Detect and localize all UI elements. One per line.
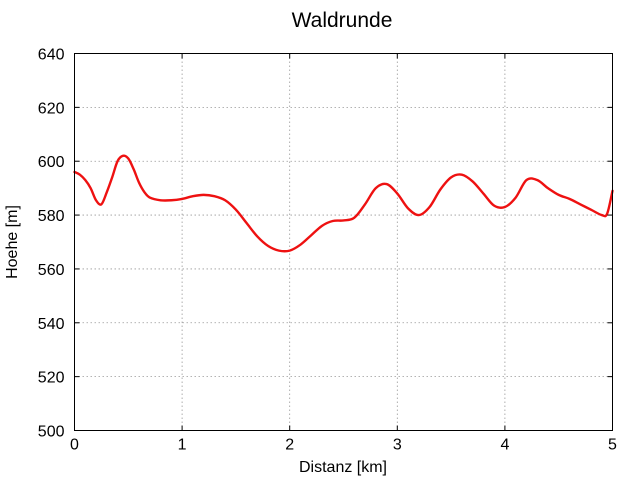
y-axis-label: Hoehe [m] bbox=[4, 205, 21, 279]
x-tick-label: 5 bbox=[608, 437, 617, 454]
elevation-line bbox=[73, 154, 614, 253]
y-tick-label: 520 bbox=[38, 370, 65, 387]
y-tick-label: 540 bbox=[38, 316, 65, 333]
y-tick-label: 580 bbox=[38, 208, 65, 225]
y-tick-label: 640 bbox=[38, 47, 65, 64]
y-tick-label: 600 bbox=[38, 154, 65, 171]
x-tick-label: 3 bbox=[393, 437, 402, 454]
x-tick-label: 1 bbox=[178, 437, 187, 454]
y-tick-label: 500 bbox=[38, 424, 65, 441]
x-tick-label: 0 bbox=[70, 437, 79, 454]
plot-frame bbox=[74, 53, 613, 431]
y-tick-label: 620 bbox=[38, 100, 65, 117]
x-axis-label: Distanz [km] bbox=[299, 459, 387, 476]
plot-series bbox=[73, 154, 614, 253]
axis-ticks: 0 1 2 3 4 5 500 520 540 560 580 600 620 640 bbox=[38, 47, 617, 454]
grid-lines bbox=[74, 53, 613, 431]
x-tick-label: 4 bbox=[500, 437, 509, 454]
x-tick-label: 2 bbox=[285, 437, 294, 454]
y-tick-label: 560 bbox=[38, 262, 65, 279]
chart-title: Waldrunde bbox=[292, 9, 393, 32]
